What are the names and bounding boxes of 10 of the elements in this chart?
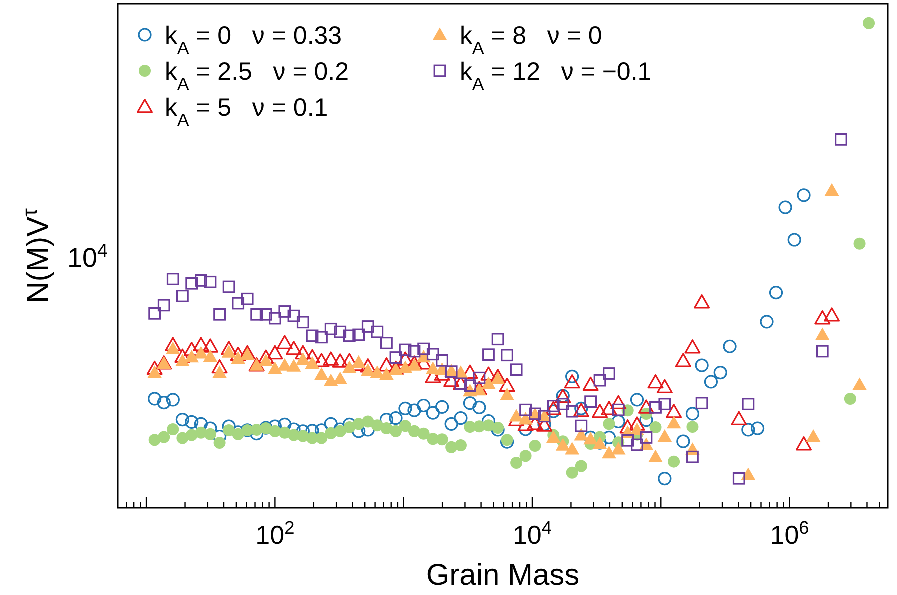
text: 10$^{4}$ [67, 240, 108, 273]
legend-label: k$_{A}$ = 0 ν = 0.33 [165, 22, 342, 58]
x-axis-title: Grain Mass [426, 559, 580, 592]
legend-label: k$_{A}$ = 8 ν = 0 [460, 22, 602, 58]
legend-label: k$_{A}$ = 2.5 ν = 0.2 [165, 58, 350, 94]
x-tick-label: 10$^{6}$ [770, 518, 810, 550]
x-tick-label: 10$^{4}$ [512, 518, 552, 550]
legend-label: k$_{A}$ = 12 ν = −0.1 [460, 58, 652, 94]
x-tick-label: 10$^{2}$ [256, 518, 295, 550]
legend-label: k$_{A}$ = 5 ν = 0.1 [165, 94, 328, 130]
